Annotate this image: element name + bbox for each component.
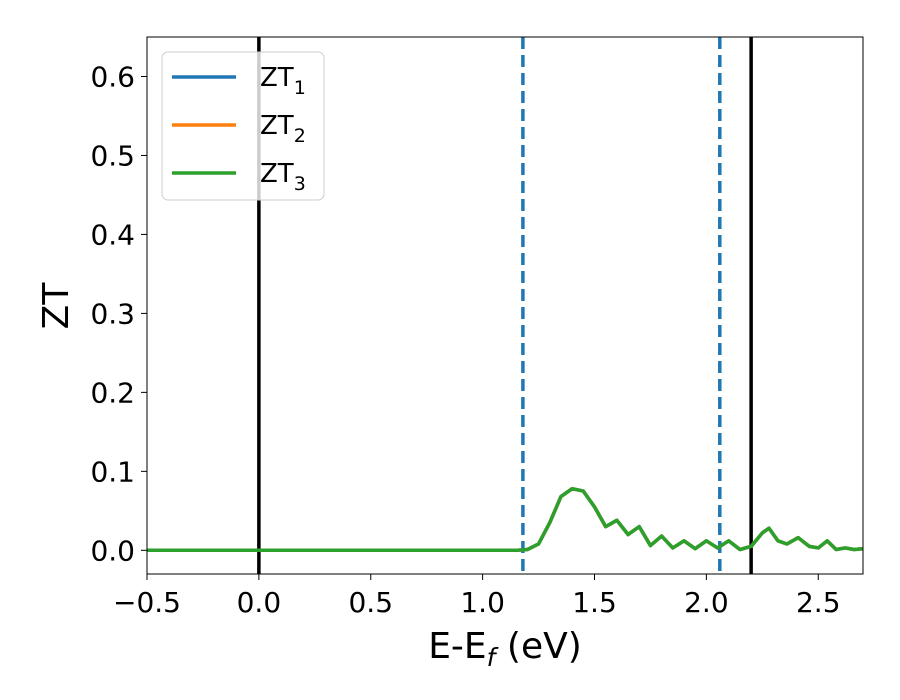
legend-box (161, 51, 325, 201)
series-lines (147, 486, 863, 553)
series-line-3 (147, 486, 863, 553)
x-tick-label: 0.5 (348, 586, 393, 619)
y-axis-label: ZT (36, 282, 77, 330)
x-axis-label: E-Ef (eV) (428, 626, 582, 672)
x-tick-label: 2.0 (684, 586, 729, 619)
x-tick-label: 1.5 (572, 586, 617, 619)
y-axis-ticks: 0.0 0.1 0.2 0.3 0.4 0.5 0.6 (90, 60, 147, 567)
y-tick-label: 0.0 (90, 534, 135, 567)
x-axis-label-main: E-E (428, 626, 486, 667)
y-tick-label: 0.1 (90, 455, 135, 488)
x-tick-label: 2.5 (796, 586, 841, 619)
x-tick-label: −0.5 (113, 586, 181, 619)
legend-label-1: ZT1 (260, 63, 306, 99)
y-tick-label: 0.4 (90, 218, 135, 251)
y-tick-label: 0.5 (90, 139, 135, 172)
legend-label-2: ZT2 (260, 111, 306, 147)
legend: ZT1 ZT2 ZT3 (161, 51, 325, 201)
x-tick-label: 1.0 (460, 586, 505, 619)
x-axis-label-tail: (eV) (495, 626, 581, 667)
legend-label-3: ZT3 (260, 159, 306, 195)
y-tick-label: 0.2 (90, 376, 135, 409)
plot-frame (146, 36, 864, 575)
x-axis-ticks: −0.5 0.0 0.5 1.0 1.5 2.0 2.5 (113, 574, 841, 619)
y-tick-label: 0.6 (90, 60, 135, 93)
y-tick-label: 0.3 (90, 297, 135, 330)
x-tick-label: 0.0 (237, 586, 282, 619)
